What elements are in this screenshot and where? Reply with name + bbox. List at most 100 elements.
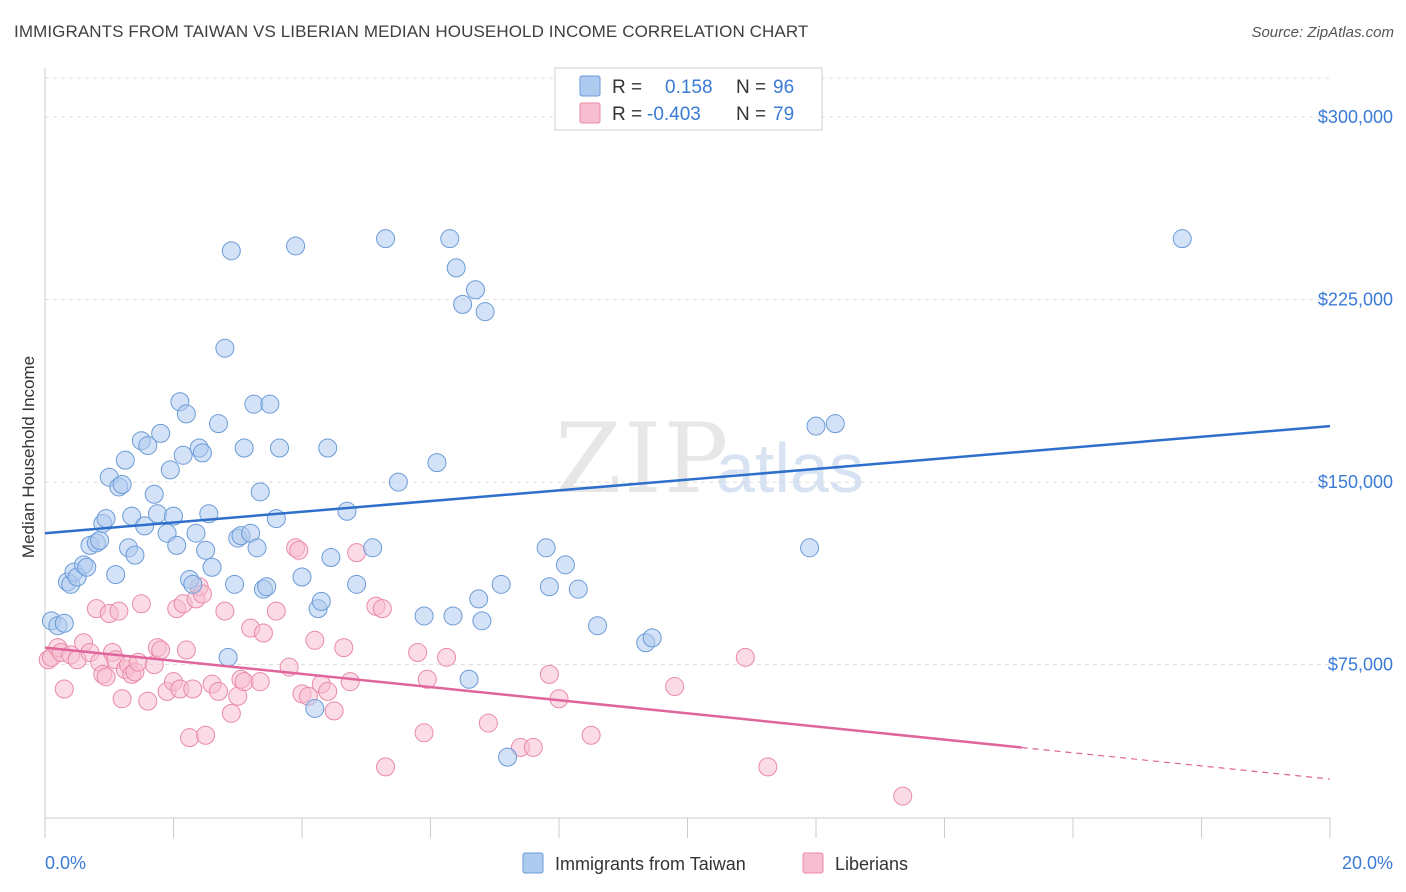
liberians-point xyxy=(408,642,428,662)
taiwan-point xyxy=(472,611,492,631)
liberians-point xyxy=(581,725,601,745)
y-tick-label: $300,000 xyxy=(1318,107,1393,127)
y-axis-label: Median Household Income xyxy=(19,356,38,558)
taiwan-point xyxy=(568,579,588,599)
taiwan-point xyxy=(138,436,158,456)
taiwan-point xyxy=(244,394,264,414)
x-tick-label-max: 20.0% xyxy=(1342,853,1393,873)
liberians-trend-extrapolation xyxy=(1021,746,1331,780)
taiwan-point xyxy=(292,567,312,587)
liberians-point xyxy=(215,601,235,621)
liberians-point xyxy=(893,786,913,806)
legend-r-value-taiwan: 0.158 xyxy=(665,77,713,98)
taiwan-point xyxy=(446,258,466,278)
liberians-point xyxy=(112,689,132,709)
series-liberians-points xyxy=(38,538,913,806)
liberians-point xyxy=(151,640,171,660)
y-tick-labels: $75,000 $150,000 $225,000 $300,000 xyxy=(1318,107,1393,675)
liberians-point xyxy=(234,672,254,692)
taiwan-point xyxy=(225,574,245,594)
taiwan-point xyxy=(208,414,228,434)
liberians-point xyxy=(437,647,457,667)
liberians-point xyxy=(539,664,559,684)
taiwan-point xyxy=(469,589,489,609)
series-legend-swatch-taiwan xyxy=(522,852,544,874)
taiwan-point xyxy=(112,475,132,495)
taiwan-point xyxy=(453,294,473,314)
series-legend-label-liberians: Liberians xyxy=(835,854,908,874)
taiwan-point xyxy=(186,523,206,543)
taiwan-point xyxy=(443,606,463,626)
taiwan-point xyxy=(347,574,367,594)
taiwan-point xyxy=(106,565,126,585)
x-tick-label-min: 0.0% xyxy=(45,853,86,873)
taiwan-point xyxy=(167,535,187,555)
correlation-legend: R = 0.158 N = 96 R = -0.403 N = 79 xyxy=(554,67,823,131)
legend-r-label-taiwan: R = xyxy=(612,77,642,98)
liberians-point xyxy=(305,630,325,650)
liberians-point xyxy=(665,677,685,697)
liberians-point xyxy=(138,691,158,711)
taiwan-point xyxy=(286,236,306,256)
taiwan-point xyxy=(806,416,826,436)
taiwan-point xyxy=(318,438,338,458)
liberians-point xyxy=(523,737,543,757)
series-legend: Immigrants from Taiwan Liberians xyxy=(522,852,908,874)
liberians-point xyxy=(180,728,200,748)
taiwan-point xyxy=(1172,229,1192,249)
taiwan-point xyxy=(388,472,408,492)
chart-title: IMMIGRANTS FROM TAIWAN VS LIBERIAN MEDIA… xyxy=(14,22,809,41)
liberians-point xyxy=(735,647,755,667)
taiwan-point xyxy=(54,613,74,633)
axes xyxy=(44,68,1331,838)
legend-r-label-liberians: R = xyxy=(612,104,642,125)
liberians-point xyxy=(334,638,354,658)
legend-n-label-liberians: N = xyxy=(736,104,766,125)
taiwan-point xyxy=(427,453,447,473)
series-legend-label-taiwan: Immigrants from Taiwan xyxy=(555,854,746,874)
taiwan-point xyxy=(90,531,110,550)
taiwan-point xyxy=(215,338,235,358)
taiwan-point xyxy=(147,504,167,524)
liberians-point xyxy=(109,601,129,621)
taiwan-point xyxy=(588,616,608,636)
taiwan-point xyxy=(77,557,97,577)
liberians-point xyxy=(183,679,203,699)
liberians-point xyxy=(266,601,286,621)
liberians-point xyxy=(96,667,116,687)
taiwan-point xyxy=(491,574,511,594)
liberians-point xyxy=(478,713,498,733)
taiwan-point xyxy=(459,669,479,689)
liberians-point xyxy=(376,757,396,777)
taiwan-point xyxy=(176,404,196,424)
taiwan-point xyxy=(498,747,518,767)
liberians-point xyxy=(250,672,270,692)
taiwan-point xyxy=(536,538,556,558)
taiwan-point xyxy=(115,450,135,470)
liberians-point xyxy=(324,701,344,721)
series-legend-swatch-liberians xyxy=(802,852,824,874)
taiwan-point xyxy=(440,229,460,249)
watermark-zip: ZIP xyxy=(555,403,730,515)
taiwan-point xyxy=(192,443,212,463)
liberians-point xyxy=(289,540,309,560)
liberians-point xyxy=(758,757,778,777)
taiwan-point xyxy=(247,538,267,558)
taiwan-point xyxy=(376,229,396,249)
liberians-point xyxy=(347,543,367,563)
taiwan-point xyxy=(311,591,331,611)
liberians-point xyxy=(372,599,392,619)
y-tick-label: $225,000 xyxy=(1318,290,1393,310)
taiwan-point xyxy=(337,501,357,521)
taiwan-point xyxy=(234,438,254,458)
taiwan-point xyxy=(202,557,222,577)
legend-n-value-liberians: 79 xyxy=(773,104,794,125)
taiwan-point xyxy=(173,445,193,465)
legend-n-value-taiwan: 96 xyxy=(773,77,794,98)
taiwan-point xyxy=(539,577,559,597)
taiwan-point xyxy=(164,506,183,526)
taiwan-point xyxy=(125,545,145,565)
taiwan-point xyxy=(363,538,383,558)
liberians-point xyxy=(176,640,196,660)
